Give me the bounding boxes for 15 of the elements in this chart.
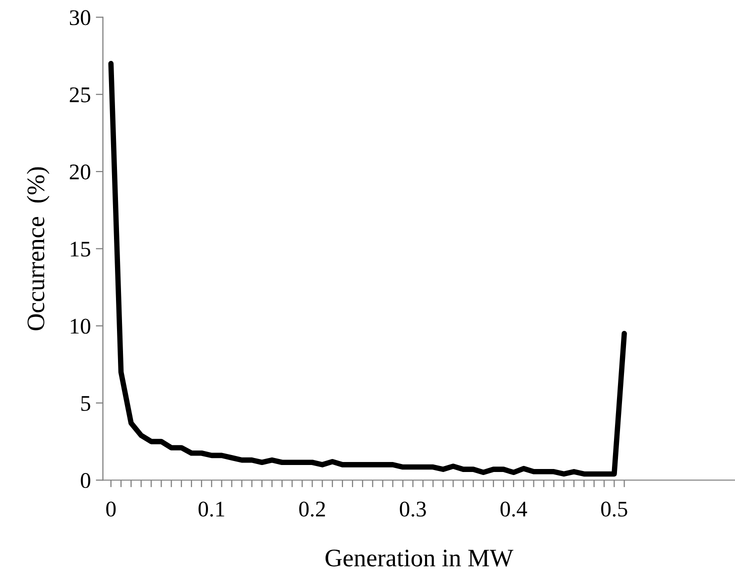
- y-tick-label: 30: [70, 10, 90, 26]
- x-tick-label: 0.4: [500, 502, 528, 517]
- x-tick-label: 0.5: [601, 502, 628, 517]
- y-tick-label: 25: [70, 87, 90, 102]
- y-tick-label: 20: [70, 164, 90, 180]
- y-tick-label: 0: [80, 473, 90, 488]
- y-tick-label: 10: [70, 318, 90, 334]
- y-tick-label: 5: [81, 396, 90, 411]
- x-tick-label: 0.2: [299, 502, 325, 517]
- y-axis-title: Occurrence (%): [26, 167, 50, 330]
- x-tick-label: 0.1: [198, 502, 224, 517]
- y-tick-label: 15: [70, 242, 90, 257]
- x-axis-title: Generation in MW: [326, 550, 514, 567]
- x-tick-label: 0.3: [400, 502, 426, 517]
- x-tick-label: 0: [106, 502, 116, 517]
